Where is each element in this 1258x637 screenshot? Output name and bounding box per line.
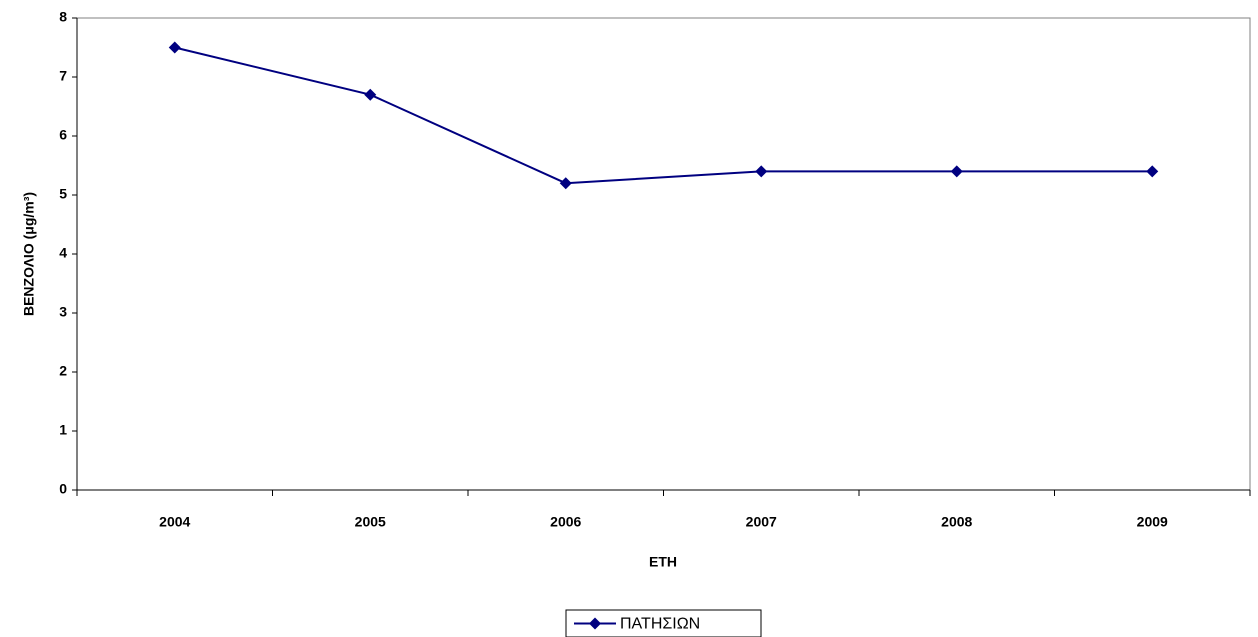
plot-frame [76,17,1251,491]
legend-marker [589,617,601,630]
line [174,46,1153,185]
marker [1146,165,1159,178]
y-tick-label: 6 [59,127,67,143]
x-tick-label: 2004 [159,514,190,530]
marker [755,165,768,178]
y-axis-label: ΒΕΝΖΟΛΙΟ (μg/m³) [21,192,37,316]
y-tick-label: 0 [59,481,67,497]
y-tick-label: 2 [59,363,67,379]
legend-label: ΠΑΤΗΣΙΩΝ [620,616,700,633]
x-tick-label: 2005 [355,514,386,530]
y-tick-label: 3 [59,304,67,320]
marker [168,41,181,54]
y-tick-label: 8 [59,9,67,25]
marker [559,177,572,190]
marker [950,165,963,178]
x-tick-label: 2007 [746,514,777,530]
x-tick-label: 2006 [550,514,581,530]
x-tick-label: 2008 [941,514,972,530]
marker [364,88,377,101]
y-tick-label: 4 [59,245,67,261]
x-axis-label: ΕΤΗ [649,554,677,570]
y-tick-label: 5 [59,186,67,202]
x-tick-label: 2009 [1137,514,1168,530]
y-tick-label: 7 [59,68,67,84]
y-tick-label: 1 [59,422,67,438]
legend-box [565,609,762,637]
